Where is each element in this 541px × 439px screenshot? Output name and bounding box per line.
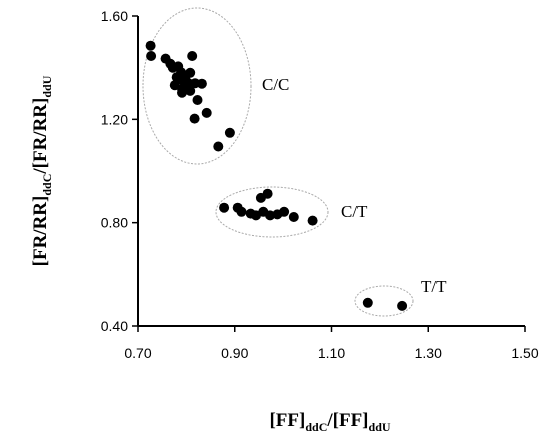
data-point-cc (224, 127, 235, 138)
group-label-ct: C/T (341, 202, 368, 221)
group-ellipse-cc (142, 7, 252, 165)
data-point-cc (177, 87, 187, 98)
x-tick-label: 1.10 (318, 345, 345, 361)
y-ticks: 0.40 0.80 1.20 1.60 (101, 8, 138, 334)
data-point-cc (192, 95, 203, 105)
data-points (145, 40, 408, 311)
group-label-tt: T/T (421, 277, 447, 296)
data-point-ct (262, 188, 273, 199)
data-point-ct (279, 206, 290, 217)
group-ellipses (142, 7, 414, 317)
data-point-cc (185, 67, 196, 78)
y-tick-label: 1.60 (101, 8, 128, 24)
x-tick-label: 0.90 (221, 345, 248, 361)
y-tick-label: 1.20 (101, 111, 128, 127)
y-tick-label: 0.40 (101, 318, 128, 334)
x-ticks: 0.70 0.90 1.10 1.30 1.50 (124, 326, 539, 361)
y-axis-title: [FR/RR]ddC/[FR/RR]ddU (30, 75, 54, 266)
data-point-ct (288, 212, 299, 222)
group-ellipse-tt (354, 285, 414, 317)
data-point-cc (213, 141, 224, 152)
data-point-tt (362, 297, 373, 308)
x-tick-label: 0.70 (124, 345, 151, 361)
data-point-cc (145, 40, 156, 51)
y-tick-label: 0.80 (101, 215, 128, 231)
group-labels: C/C C/T T/T (262, 75, 447, 296)
group-label-cc: C/C (262, 75, 289, 94)
data-point-ct (307, 215, 318, 226)
group-ellipse-ct (215, 186, 329, 238)
data-point-cc (146, 51, 157, 61)
x-tick-label: 1.30 (415, 345, 442, 361)
x-axis-title: [FF]ddC/[FF]ddU (269, 410, 390, 434)
data-point-ct (236, 206, 247, 217)
data-point-cc (189, 113, 200, 124)
data-point-cc (185, 85, 196, 96)
x-tick-label: 1.50 (511, 345, 538, 361)
data-point-cc (201, 107, 212, 118)
data-point-ct (219, 202, 230, 213)
data-point-tt (397, 300, 408, 311)
data-point-cc (196, 78, 207, 89)
axes (137, 16, 525, 327)
data-point-cc (187, 51, 198, 61)
